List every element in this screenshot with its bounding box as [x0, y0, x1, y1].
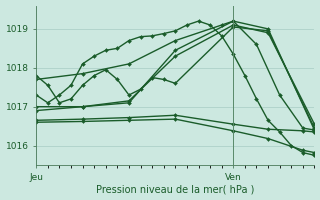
X-axis label: Pression niveau de la mer( hPa ): Pression niveau de la mer( hPa )	[96, 184, 254, 194]
